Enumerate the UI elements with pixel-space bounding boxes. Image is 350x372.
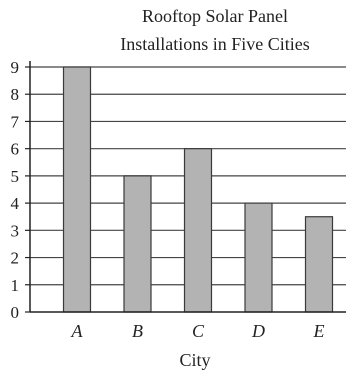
bar-B: [123, 175, 152, 313]
y-tick-label-7: 7: [11, 112, 20, 131]
x-category-label-B: B: [132, 321, 143, 341]
chart-title-line-1: Rooftop Solar Panel: [142, 6, 288, 26]
bar-D: [244, 202, 273, 313]
x-category-label-D: D: [251, 321, 265, 341]
bar-E: [304, 216, 334, 313]
chart-title-line-2: Installations in Five Cities: [120, 34, 310, 54]
x-category-labels: A B C D E: [71, 321, 325, 341]
y-tick-label-0: 0: [11, 303, 20, 322]
axes: [25, 61, 346, 313]
y-tick-labels: 0 1 2 3 4 5 6 7 8 9: [11, 58, 20, 322]
y-tick-label-6: 6: [11, 140, 20, 159]
bar-C: [183, 148, 213, 313]
y-tick-label-9: 9: [11, 58, 20, 77]
y-tick-label-2: 2: [11, 249, 20, 268]
bars: [62, 66, 334, 313]
y-tick-label-8: 8: [11, 85, 20, 104]
y-tick-label-4: 4: [11, 194, 20, 213]
x-category-label-A: A: [71, 321, 84, 341]
x-category-label-C: C: [192, 321, 205, 341]
y-tick-label-1: 1: [11, 276, 20, 295]
bar-A: [62, 66, 92, 313]
x-axis-label: City: [179, 350, 210, 370]
y-tick-label-3: 3: [11, 221, 20, 240]
x-category-label-E: E: [313, 321, 325, 341]
y-tick-label-5: 5: [11, 167, 20, 186]
